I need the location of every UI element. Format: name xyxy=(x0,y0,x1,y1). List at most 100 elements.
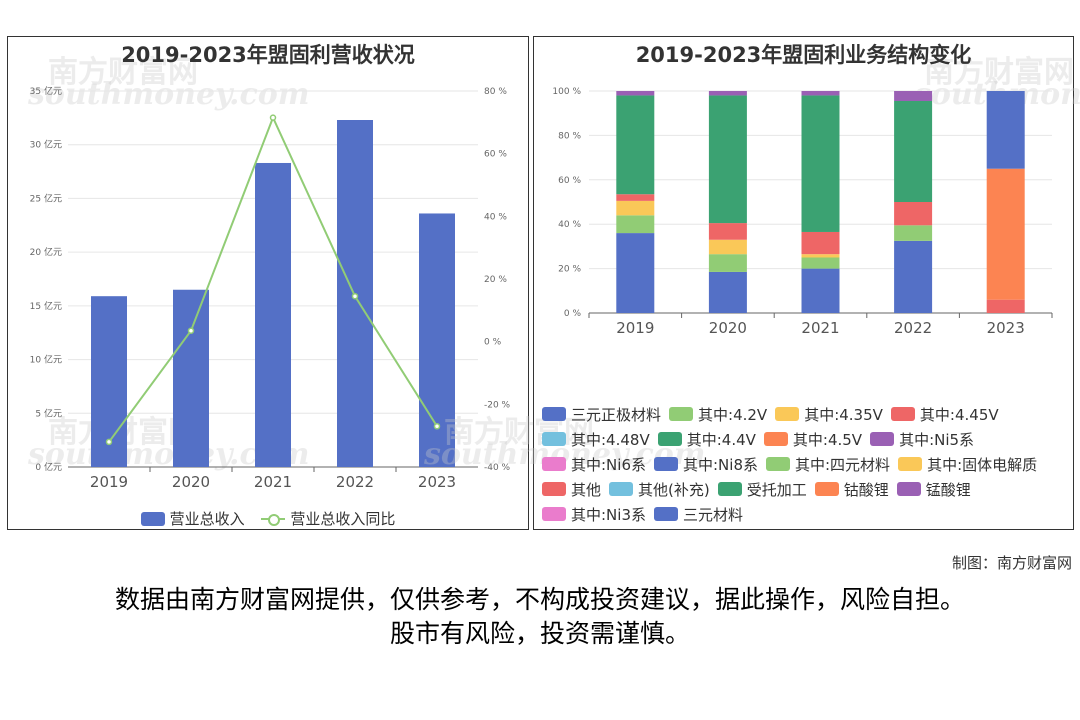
legend-label: 三元材料 xyxy=(683,505,744,524)
legend-swatch xyxy=(669,407,694,421)
legend-item[interactable]: 其中:4.45V xyxy=(890,404,999,424)
legend-label: 三元正极材料 xyxy=(571,405,662,424)
stacked-bar-segment xyxy=(801,231,840,255)
y-left-tick-label: 20 亿元 xyxy=(30,246,62,258)
stacked-bar-segment xyxy=(708,91,747,96)
stacked-bar-segment xyxy=(616,91,655,96)
legend-swatch xyxy=(609,482,634,496)
legend-item[interactable]: 受托加工 xyxy=(717,479,807,499)
y-right-tick-label: 80 % xyxy=(484,87,507,97)
y-tick-label: 80 % xyxy=(558,131,581,141)
y-tick-label: 40 % xyxy=(558,220,581,230)
y-right-tick-label: 60 % xyxy=(484,150,507,160)
stacked-bar-segment xyxy=(708,95,747,224)
legend-label: 其中:4.48V xyxy=(571,430,650,449)
legend-label: 其中:四元材料 xyxy=(795,455,891,474)
y-left-tick-label: 10 亿元 xyxy=(30,354,62,366)
yoy-point xyxy=(269,114,277,121)
revenue-chart-legend: 营业总收入 营业总收入同比 xyxy=(8,508,528,530)
legend-item[interactable]: 其中:Ni6系 xyxy=(542,454,646,474)
legend-item[interactable]: 其他 xyxy=(542,479,601,499)
x-tick-label: 2021 xyxy=(801,319,839,337)
legend-item[interactable]: 其中:Ni5系 xyxy=(870,429,974,449)
revenue-chart-title: 2019-2023年盟固利营收状况 xyxy=(121,43,415,67)
legend-label: 营业总收入 xyxy=(169,510,245,528)
legend-item[interactable]: 其中:Ni8系 xyxy=(654,454,758,474)
chart-credit: 制图：南方财富网 xyxy=(951,554,1072,572)
legend-item[interactable]: 其中:固体电解质 xyxy=(898,454,1037,474)
legend-label: 其中:Ni3系 xyxy=(571,505,646,524)
y-tick-label: 60 % xyxy=(558,176,581,186)
disclaimer-line-1: 数据由南方财富网提供，仅供参考，不构成投资建议，据此操作，风险自担。 xyxy=(114,585,965,614)
y-right-tick-label: 0 % xyxy=(484,338,502,348)
legend-item[interactable]: 其中:4.48V xyxy=(542,429,650,449)
legend-item[interactable]: 其中:4.2V xyxy=(669,404,767,424)
stacked-bar-segment xyxy=(801,268,840,313)
stacked-bar-segment xyxy=(616,215,655,234)
legend-label: 受托加工 xyxy=(746,480,807,499)
stacked-bar-segment xyxy=(894,91,933,101)
stacked-bar-segment xyxy=(616,233,655,313)
legend-label: 其他(补充) xyxy=(638,480,710,499)
legend-item[interactable]: 其中:4.4V xyxy=(657,429,756,449)
revenue-bar xyxy=(255,162,291,467)
legend-item-revenue-yoy[interactable]: 营业总收入同比 xyxy=(261,508,395,529)
stacked-bar-segment xyxy=(616,95,655,195)
structure-chart-svg: 0 % 20 % 40 % 60 % 80 % 100 % 2019 2020 2021 2022… xyxy=(552,87,1053,337)
stacked-bar-segment xyxy=(986,299,1025,313)
legend-swatch xyxy=(766,457,790,471)
legend-swatch-bar xyxy=(140,511,165,526)
x-tick-label: 2020 xyxy=(172,473,210,491)
stacked-bar-segment xyxy=(708,254,747,272)
legend-item[interactable]: 三元正极材料 xyxy=(542,404,661,424)
legend-swatch xyxy=(654,457,678,471)
disclaimer-line-2: 股市有风险，投资需谨慎。 xyxy=(389,619,690,648)
legend-item[interactable]: 三元材料 xyxy=(654,504,743,524)
stacked-bar-segment xyxy=(708,223,747,240)
stacked-bar-segment xyxy=(894,225,933,241)
legend-item[interactable]: 其中:4.35V xyxy=(775,404,883,424)
legend-swatch xyxy=(870,432,895,446)
x-tick-label: 2020 xyxy=(709,319,747,337)
legend-item[interactable]: 其他(补充) xyxy=(609,479,710,499)
stacked-bar-segment xyxy=(801,91,840,96)
legend-swatch xyxy=(542,457,566,471)
y-right-tick-label: 20 % xyxy=(484,275,507,285)
legend-item-revenue[interactable]: 营业总收入 xyxy=(140,508,245,529)
legend-swatch xyxy=(763,432,788,446)
stacked-bar-segment xyxy=(616,200,655,216)
legend-label: 其中:Ni8系 xyxy=(683,455,758,474)
legend-label: 钴酸锂 xyxy=(843,480,889,499)
structure-chart-legend: 三元正极材料 其中:4.2V 其中:4.35V 其中:4.45V 其中:4.48V 其中:… xyxy=(542,404,1072,529)
revenue-chart-panel: 南方财富网 southmoney.com 南方财富网 southmoney.co… xyxy=(7,36,529,530)
y-right-tick-label: 40 % xyxy=(484,212,507,222)
stacked-bar-segment xyxy=(986,168,1025,300)
y-left-tick-label: 5 亿元 xyxy=(35,407,62,419)
revenue-bar xyxy=(91,296,127,467)
x-tick-label: 2022 xyxy=(894,319,932,337)
revenue-chart-svg: 0 亿元 5 亿元 10 亿元 15 亿元 20 亿元 25 亿元 30 亿元 35 亿元 -4… xyxy=(30,85,511,491)
y-right-tick-label: -20 % xyxy=(484,400,511,410)
stacked-bar-segment xyxy=(801,257,840,269)
x-tick-label: 2019 xyxy=(616,319,654,337)
x-tick-label: 2021 xyxy=(254,473,292,491)
yoy-point xyxy=(433,423,441,430)
stacked-bar-segment xyxy=(708,239,747,255)
legend-label: 其中:4.45V xyxy=(919,405,999,424)
legend-item[interactable]: 其中:四元材料 xyxy=(766,454,890,474)
legend-label: 其中:4.4V xyxy=(686,430,756,449)
stacked-bar-segment xyxy=(801,95,840,232)
legend-item[interactable]: 其中:Ni3系 xyxy=(542,504,646,524)
stacked-bar-segment xyxy=(616,194,655,201)
legend-item[interactable]: 钴酸锂 xyxy=(814,479,889,499)
stacked-bar-segment xyxy=(708,271,747,313)
legend-label: 其中:固体电解质 xyxy=(927,455,1038,474)
legend-item[interactable]: 其中:4.5V xyxy=(763,429,862,449)
legend-item[interactable]: 锰酸锂 xyxy=(896,479,971,499)
legend-label: 其中:4.2V xyxy=(698,405,768,424)
legend-swatch xyxy=(890,407,915,421)
structure-chart-title: 2019-2023年盟固利业务结构变化 xyxy=(635,43,972,67)
legend-swatch xyxy=(657,432,682,446)
legend-swatch-line xyxy=(261,512,286,526)
legend-label: 锰酸锂 xyxy=(925,480,971,499)
